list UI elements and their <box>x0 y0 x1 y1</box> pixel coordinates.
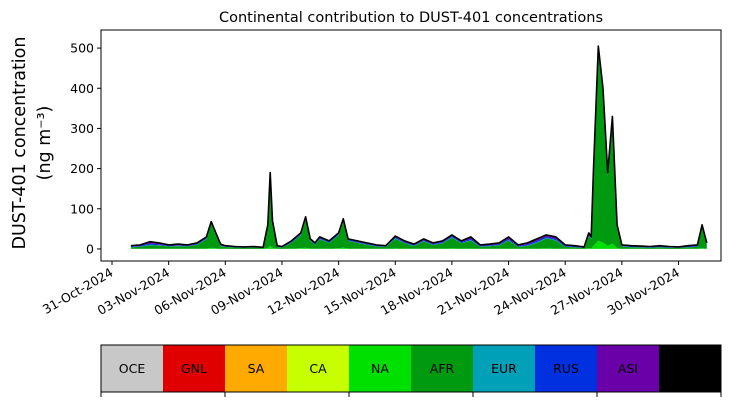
y-tick-label: 300 <box>70 121 94 136</box>
legend-swatch-afr <box>411 345 473 392</box>
legend-frame <box>100 344 722 393</box>
plot-frame <box>100 29 722 262</box>
axes-layer: 010020030040050031-Oct-202403-Nov-202406… <box>40 29 722 318</box>
legend-swatch-ca <box>287 345 349 392</box>
legend-swatch-oce <box>101 345 163 392</box>
legend-swatch-na <box>349 345 411 392</box>
y-tick-label: 100 <box>70 201 94 216</box>
legend-label-ca: CA <box>309 361 327 376</box>
legend-swatch-aus <box>659 345 721 392</box>
legend-swatch-eur <box>473 345 535 392</box>
area-afr <box>130 52 707 249</box>
legend-label-oce: OCE <box>119 361 146 376</box>
legend-label-afr: AFR <box>430 361 455 376</box>
area-eur <box>130 51 707 249</box>
legend-swatch-asi <box>597 345 659 392</box>
y-tick-label: 400 <box>70 81 94 96</box>
total-line <box>130 45 708 249</box>
legend-label-asi: ASI <box>618 361 638 376</box>
legend-label-aus: AUS <box>677 361 703 376</box>
legend-label-na: NA <box>371 361 389 376</box>
y-axis-label-line1: DUST-401 concentration <box>10 37 30 250</box>
legend-swatch-gnl <box>163 345 225 392</box>
legend-swatch-rus <box>535 345 597 392</box>
y-tick-label: 200 <box>70 161 94 176</box>
legend-label-sa: SA <box>248 361 265 376</box>
area-layer <box>130 45 708 249</box>
legend-swatch-sa <box>225 345 287 392</box>
area-rus <box>130 49 707 248</box>
legend-label-eur: EUR <box>491 361 517 376</box>
y-axis-label-line2: (ng m⁻³) <box>35 106 55 181</box>
legend-label-rus: RUS <box>553 361 579 376</box>
y-tick-label: 0 <box>86 241 94 256</box>
legend: OCE GNL SA CA NA AFR EUR RUS ASI AUS <box>100 344 722 397</box>
chart-title: Continental contribution to DUST-401 con… <box>219 10 603 26</box>
area-asi <box>130 46 707 248</box>
legend-label-gnl: GNL <box>181 361 207 376</box>
y-tick-label: 500 <box>70 41 94 56</box>
